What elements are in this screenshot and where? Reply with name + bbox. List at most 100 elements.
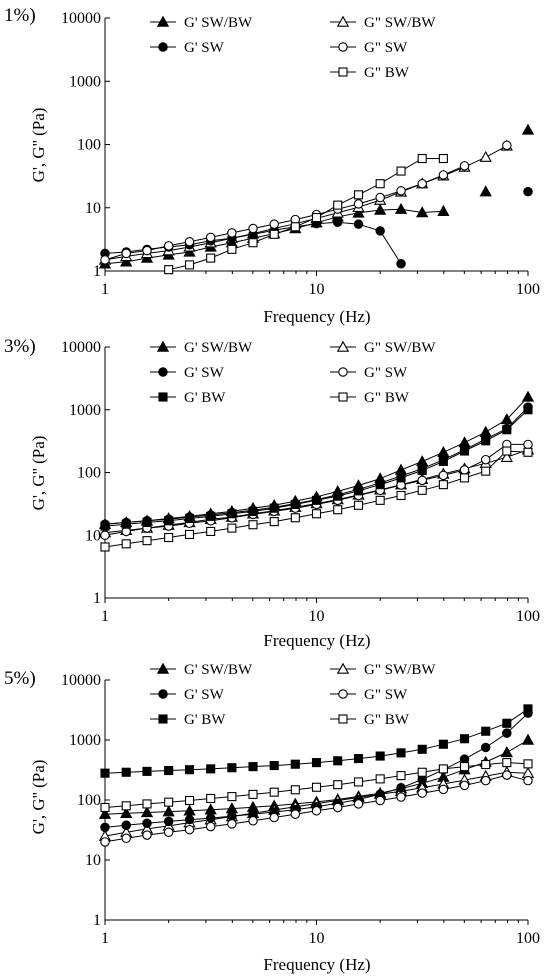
panel-2-data-point: [417, 485, 427, 495]
panel-1-data-point: [142, 245, 152, 256]
panel-1-data-point: [523, 186, 533, 197]
panel-1-data-point: [269, 219, 279, 229]
panel-2-data-point: [459, 473, 470, 483]
panel-1-data-point: [353, 190, 364, 200]
panel-2-data-point: [438, 470, 449, 481]
panel-1-legend-marker: [338, 42, 348, 52]
panel-3-data-point: [184, 795, 195, 806]
panel-3-data-point: [332, 802, 343, 813]
panel-3-data-point: [248, 816, 258, 826]
panel-3-data-point: [142, 830, 152, 840]
panel-2-data-point: [100, 542, 110, 552]
panel-2-data-point: [438, 480, 448, 490]
panel-3-data-point: [269, 812, 279, 823]
panel-2-data-point: [269, 517, 279, 527]
panel-2-data-point: [459, 465, 470, 475]
panel-3-data-point: [417, 788, 427, 798]
panel-2-data-point: [417, 465, 427, 475]
panel-1-data-point: [396, 166, 406, 176]
panel-1-data-point: [121, 248, 131, 259]
panel-3-data-point: [227, 811, 237, 821]
panel-2-data-point: [500, 413, 513, 425]
panel-3-data-point: [269, 787, 279, 797]
panel-2-y-tick-label: 1000: [69, 402, 101, 419]
panel-3-data-point: [459, 762, 470, 772]
panel-2-data-point: [248, 506, 258, 516]
panel-1-legend-marker: [156, 15, 170, 27]
panel-1-data-point: [353, 199, 364, 209]
panel-3-data-point: [481, 726, 491, 736]
panel-3-y-tick-label: 1000: [69, 732, 101, 749]
panel-3-data-point: [353, 754, 364, 764]
panel-2-data-point: [502, 425, 512, 435]
panel-2-y-axis-title: G', G'' (Pa): [29, 436, 48, 511]
panel-3-data-point: [184, 824, 195, 835]
panel-3-data-point: [206, 793, 216, 804]
panel-1-data-point: [184, 260, 195, 270]
panel-2-data-point: [500, 450, 513, 462]
panel-3-legend-label: G" SW: [364, 687, 408, 703]
panel-2-data-point: [375, 480, 385, 490]
panel-2-legend-label: G' SW: [184, 365, 225, 381]
panel-2-legend-marker: [338, 367, 348, 377]
panel-3-data-point: [480, 775, 491, 786]
panel-2-data-point: [248, 520, 258, 530]
panel-2-data-point: [290, 499, 300, 509]
panel-1-data-point: [375, 179, 385, 189]
panel-3-data-point: [290, 785, 300, 795]
panel-2-legend-marker: [336, 340, 350, 352]
panel-1-data-point: [396, 186, 406, 196]
panel-2-legend-label: G' SW/BW: [184, 340, 253, 356]
panel-3-data-point: [227, 792, 237, 802]
panel-2-legend-marker: [158, 392, 168, 402]
panel-3-data-point: [164, 765, 174, 776]
panel-3-data-point: [120, 806, 133, 819]
panel-1-legend-label: G" SW/BW: [364, 15, 436, 31]
panel-1-data-point: [375, 192, 385, 203]
panel-1-data-point: [375, 226, 385, 236]
panel-1-data-point: [416, 206, 429, 218]
panel-3-data-point: [502, 728, 512, 738]
panel-2-data-point: [206, 526, 216, 536]
panel-2-data-point: [227, 509, 237, 519]
panel-1-data-point: [521, 123, 535, 135]
panel-1-legend-label: G' SW: [184, 40, 225, 56]
panel-3-data-point: [417, 744, 427, 754]
panel-3-data-point: [121, 833, 131, 844]
panel-2-data-point: [481, 436, 491, 446]
panel-2-data-point: [121, 539, 131, 549]
panel-1-y-tick-label: 1000: [69, 73, 101, 90]
panel-2: 3%) G', G'' (Pa) Frequency (Hz) 1 10 100 10…: [4, 336, 540, 650]
panel-3-data-point: [142, 766, 152, 776]
panel-2-data-point: [375, 495, 385, 505]
panel-3-data-point: [311, 758, 322, 768]
panel-3-data-point: [417, 767, 427, 777]
panel-3-legend-marker: [338, 689, 348, 699]
panel-1-data-point: [479, 150, 492, 162]
panel-3-data-point: [375, 774, 385, 784]
panel-1-data-point: [206, 253, 216, 263]
panel-2-data-point: [480, 454, 491, 465]
panel-3-legend-label: G" SW/BW: [364, 662, 436, 678]
panel-1-data-point: [184, 237, 195, 247]
panel-3-data-point: [269, 761, 279, 771]
panel-3-data-point: [438, 784, 449, 795]
panel-2-data-point: [481, 466, 491, 476]
panel-1-data-point: [164, 265, 174, 275]
panel-2-data-point: [333, 505, 343, 515]
panel-3-data-point: [290, 759, 300, 769]
panel-3-data-point: [396, 792, 406, 802]
panel-1-data-point: [374, 203, 387, 215]
panel-2-legend-marker: [158, 367, 168, 377]
panel-3-data-point: [396, 783, 406, 793]
panel-2-legend-marker: [338, 392, 348, 402]
panel-3-y-axis-title: G', G'' (Pa): [29, 760, 48, 835]
panel-3-data-point: [248, 789, 258, 799]
panel-3-legend-label: G' BW: [184, 712, 226, 728]
panel-1: 1%) G', G'' (Pa) Frequency (Hz) 1 10 100 10…: [4, 5, 540, 326]
panel-3-data-point: [333, 780, 343, 790]
panel-3-data-point: [502, 770, 512, 780]
panel-1-data-point: [120, 255, 133, 267]
panel-2-data-point: [438, 456, 448, 467]
